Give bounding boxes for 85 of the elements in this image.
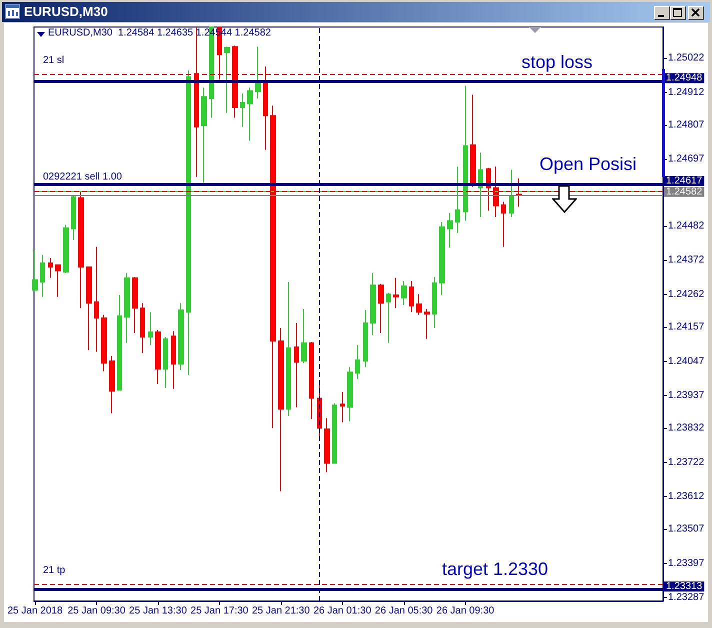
y-tick-label: 1.24807 <box>668 119 705 130</box>
candlestick <box>63 224 69 274</box>
candlestick <box>286 281 291 416</box>
candlestick <box>447 212 453 248</box>
y-tick-label: 1.23287 <box>668 592 705 604</box>
candlestick <box>48 258 53 278</box>
candlestick <box>178 302 184 370</box>
ref-line-label: 1.24582 <box>666 186 703 198</box>
candlestick <box>86 266 92 351</box>
candlestick <box>378 283 384 334</box>
y-tick-label: 1.23937 <box>668 390 705 401</box>
x-tick-label: 26 Jan 09:30 <box>436 606 495 616</box>
candlestick <box>355 344 360 380</box>
candlestick <box>109 355 115 414</box>
candlestick <box>101 314 107 372</box>
candlestick <box>171 330 176 390</box>
ref-line-label: 0292221 sell 1.00 <box>43 171 122 182</box>
candlestick <box>340 392 345 423</box>
candlestick <box>32 249 38 292</box>
candlestick <box>255 46 261 100</box>
ref-line-label: 1.24948 <box>666 72 703 84</box>
x-tick-label: 25 Jan 17:30 <box>190 606 249 616</box>
x-tick-label: 25 Jan 13:30 <box>129 606 188 616</box>
y-tick-label: 1.24482 <box>668 220 705 232</box>
ref-line-label: 21 sl <box>43 55 64 66</box>
y-tick-label: 1.24262 <box>668 288 705 300</box>
annotation: Open Posisi <box>539 154 637 174</box>
candlestick <box>155 329 161 384</box>
chart-title: EURUSD,M30 <box>24 4 108 20</box>
candlestick <box>332 402 337 464</box>
candlestick <box>186 70 191 376</box>
candlestick <box>140 302 145 354</box>
y-tick-label: 1.23832 <box>668 422 705 434</box>
candlestick <box>117 294 122 391</box>
candlestick <box>78 190 84 309</box>
y-tick-label: 1.24912 <box>668 86 705 98</box>
candlestick <box>278 327 284 492</box>
y-tick-label: 1.23507 <box>668 524 705 535</box>
ref-line-label: 1.23313 <box>666 580 703 592</box>
x-tick-label: 25 Jan 09:30 <box>68 606 126 616</box>
candlestick <box>224 46 230 114</box>
candlestick <box>309 341 314 420</box>
candlestick <box>201 87 207 184</box>
candlestick <box>470 94 476 188</box>
candlestick <box>401 280 407 306</box>
candlestick <box>124 272 130 344</box>
y-tick-label: 1.25022 <box>668 52 705 64</box>
candlestick <box>40 254 45 298</box>
candlestick <box>439 221 445 296</box>
candlestick <box>409 280 414 313</box>
y-tick-label: 1.23397 <box>668 558 705 569</box>
candlestick <box>301 308 307 364</box>
y-tick-label: 1.24372 <box>668 254 705 266</box>
candlestick <box>294 322 299 408</box>
candlestick <box>148 312 153 346</box>
x-tick-label: 25 Jan 21:30 <box>252 606 310 616</box>
y-tick-label: 1.23722 <box>668 456 705 468</box>
candlestick <box>370 272 376 336</box>
candlestick <box>416 294 422 316</box>
candlestick <box>432 276 437 328</box>
candlestick <box>55 264 61 298</box>
ref-line-label: 1.24617 <box>666 176 703 187</box>
candlestick <box>363 309 368 368</box>
candlestick <box>393 277 399 309</box>
candlestick <box>247 87 253 142</box>
candlestick <box>347 366 353 422</box>
x-tick-label: 26 Jan 05:30 <box>374 606 434 616</box>
annotation: target 1.2330 <box>442 559 548 579</box>
candlestick <box>132 276 138 334</box>
y-tick-label: 1.24697 <box>668 154 705 165</box>
x-tick-label: 26 Jan 01:30 <box>313 606 372 616</box>
candlestick <box>71 194 76 240</box>
x-tick-label: 25 Jan 2018 <box>7 606 63 616</box>
candlestick <box>240 93 245 128</box>
annotation: stop loss <box>521 52 593 72</box>
candlestick <box>324 418 330 473</box>
candlestick <box>424 308 430 340</box>
candlestick <box>501 201 506 248</box>
candlestick <box>386 292 391 344</box>
y-tick-label: 1.24157 <box>668 322 705 333</box>
y-tick-label: 1.23612 <box>668 491 705 502</box>
ref-line-label: 21 tp <box>43 565 66 576</box>
y-tick-label: 1.24047 <box>668 356 705 367</box>
candlestick <box>163 336 168 389</box>
candlestick <box>94 246 99 352</box>
